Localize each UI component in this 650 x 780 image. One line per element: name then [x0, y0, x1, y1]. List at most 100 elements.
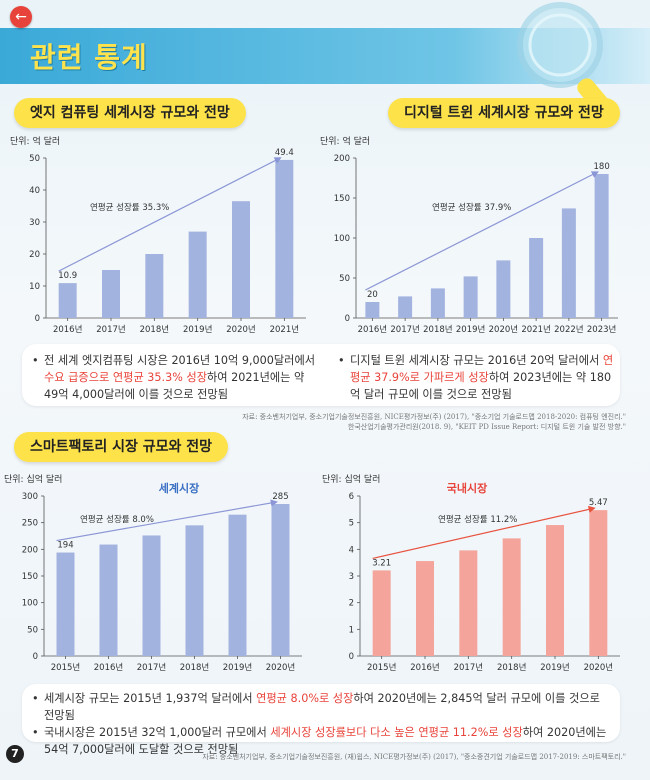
data-label: 194 [57, 541, 73, 551]
y-tick-label: 4 [349, 545, 354, 555]
y-tick-label: 0 [345, 314, 350, 324]
x-tick-label: 2018년 [423, 324, 452, 335]
bar [416, 561, 434, 656]
source-top-line1: 자료: 중소벤처기업부, 중소기업기술정보진흥원, NICE평가정보(주) (2… [242, 413, 626, 421]
bar [56, 552, 75, 656]
growth-arrow [372, 505, 596, 559]
bar [372, 570, 391, 656]
x-tick-label: 2016년 [358, 324, 387, 335]
bar [58, 283, 77, 318]
bar [188, 231, 207, 318]
growth-arrow [58, 157, 282, 272]
y-tick-label: 3 [349, 572, 354, 582]
x-tick-label: 2020년 [584, 662, 613, 673]
source-top-line2: 한국산업기술평가관리원(2018. 9), "KEIT PD Issue Rep… [347, 423, 626, 431]
x-tick-label: 2020년 [266, 662, 295, 673]
y-tick-label: 6 [349, 492, 354, 502]
data-label: 10.9 [58, 271, 77, 281]
data-label: 285 [272, 492, 288, 502]
x-tick-label: 2021년 [270, 324, 299, 335]
x-tick-label: 2021년 [521, 324, 550, 335]
x-tick-label: 2017년 [454, 662, 483, 673]
bar [398, 296, 413, 318]
global-market-bullet: 세계시장 규모는 2015년 1,937억 달러에서 연평균 8.0%로 성장하… [30, 690, 612, 724]
twin-bullet-item: 디지털 트윈 세계시장 규모는 2016년 20억 달러에서 연평균 37.9%… [336, 352, 618, 403]
y-tick-label: 150 [22, 572, 38, 582]
bar [185, 525, 204, 656]
y-tick-label: 20 [29, 250, 40, 260]
x-tick-label: 2017년 [137, 662, 166, 673]
magnifier-icon [517, 2, 618, 124]
bar [228, 514, 247, 656]
bar [594, 174, 609, 318]
smart-factory-section-title: 스마트팩토리 시장 규모와 전망 [14, 432, 229, 462]
x-tick-label: 2017년 [96, 324, 125, 335]
x-tick-label: 2018년 [180, 662, 209, 673]
growth-annotation: 연평균 성장률 35.3% [90, 202, 169, 213]
y-tick-label: 40 [29, 186, 40, 196]
data-label: 3.21 [372, 558, 391, 568]
x-tick-label: 2015년 [51, 662, 80, 673]
bar [502, 538, 521, 656]
bar [430, 288, 445, 318]
bar [589, 510, 608, 656]
growth-annotation: 연평균 성장률 11.2% [438, 514, 517, 525]
x-tick-label: 2023년 [587, 324, 616, 335]
chart-title: 세계시장 [159, 481, 199, 495]
growth-arrow [56, 499, 278, 542]
unit-label: 단위: 억 달러 [320, 135, 370, 147]
edge-bullet-item: 전 세계 엣지컴퓨팅 시장은 2016년 10억 9,000달러에서 수요 급증… [30, 352, 318, 403]
bar [99, 544, 118, 656]
y-tick-label: 150 [334, 194, 350, 204]
x-tick-label: 2018년 [140, 324, 169, 335]
data-label: 20 [367, 290, 378, 300]
data-label: 49.4 [275, 148, 294, 158]
bar [365, 302, 380, 318]
x-tick-label: 2016년 [410, 662, 439, 673]
bar [271, 504, 290, 656]
y-tick-label: 100 [334, 234, 350, 244]
y-tick-label: 50 [339, 274, 350, 284]
x-tick-label: 2018년 [497, 662, 526, 673]
bar [463, 276, 478, 318]
unit-label: 단위: 억 달러 [10, 135, 60, 147]
bar [232, 201, 250, 318]
page-number: 7 [6, 745, 24, 763]
y-tick-label: 30 [29, 218, 40, 228]
y-tick-label: 5 [349, 519, 354, 529]
growth-annotation: 연평균 성장률 8.0% [80, 514, 154, 525]
x-tick-label: 2015년 [367, 662, 396, 673]
bar [546, 525, 564, 656]
unit-label: 단위: 십억 달러 [322, 473, 380, 485]
page-title: 관련 통계 [30, 41, 148, 74]
x-tick-label: 2019년 [183, 324, 212, 335]
y-tick-label: 0 [349, 652, 354, 662]
x-tick-label: 2017년 [390, 324, 419, 335]
y-tick-label: 1 [349, 625, 354, 635]
x-tick-label: 2019년 [223, 662, 252, 673]
bar [145, 254, 164, 318]
y-tick-label: 2 [349, 599, 354, 609]
digital-twin-chart: 단위: 억 달러 0 50 100 150 200 2016년 20 2017년 2018년 201… [320, 135, 618, 335]
twin-bullets: 디지털 트윈 세계시장 규모는 2016년 20억 달러에서 연평균 37.9%… [336, 352, 618, 403]
unit-label: 단위: 십억 달러 [4, 473, 62, 485]
growth-arrow [365, 171, 599, 291]
x-tick-label: 2022년 [554, 324, 583, 335]
domestic-market-bullet: 국내시장은 2015년 32억 1,000달러 규모에서 세계시장 성장률보다 … [30, 724, 612, 758]
x-tick-label: 2019년 [456, 324, 485, 335]
y-tick-label: 200 [22, 545, 38, 555]
y-tick-label: 200 [334, 154, 350, 164]
edge-bullets: 전 세계 엣지컴퓨팅 시장은 2016년 10억 9,000달러에서 수요 급증… [30, 352, 318, 403]
edge-section-title: 엣지 컴퓨팅 세계시장 규모와 전망 [14, 98, 246, 128]
source-bottom: 자료: 중소벤처기업부, 중소기업기술정보진흥원, (재)윕스, NICE평가정… [202, 753, 626, 761]
y-tick-label: 100 [22, 599, 38, 609]
x-tick-label: 2016년 [94, 662, 123, 673]
y-tick-label: 250 [22, 519, 38, 529]
data-label: 5.47 [589, 498, 608, 508]
bar [496, 260, 511, 318]
y-tick-label: 0 [35, 314, 40, 324]
back-arrow-icon[interactable]: ← [10, 6, 32, 28]
x-tick-label: 2019년 [540, 662, 569, 673]
